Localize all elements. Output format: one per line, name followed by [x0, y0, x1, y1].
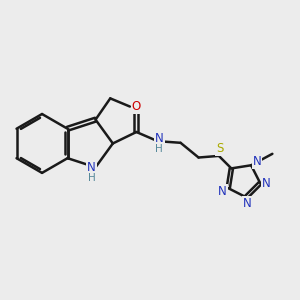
- Text: S: S: [216, 142, 223, 155]
- Text: O: O: [132, 100, 141, 113]
- Text: N: N: [218, 185, 227, 198]
- Text: N: N: [253, 155, 261, 169]
- Text: H: H: [88, 173, 95, 183]
- Text: H: H: [155, 144, 163, 154]
- Text: N: N: [262, 177, 271, 190]
- Text: N: N: [87, 161, 96, 174]
- Text: N: N: [155, 132, 164, 146]
- Text: N: N: [243, 197, 252, 210]
